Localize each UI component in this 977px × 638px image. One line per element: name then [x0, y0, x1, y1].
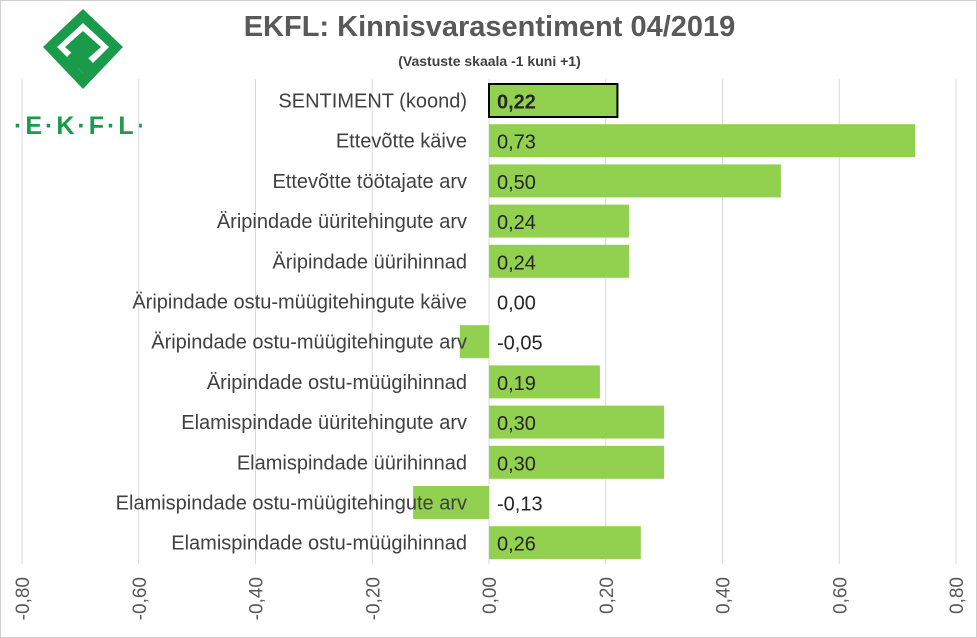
category-label: Ettevõtte käive [336, 131, 467, 153]
bar [489, 405, 665, 439]
category-label: Elamispindade ostu-müügihinnad [171, 533, 467, 555]
x-axis-tick-labels: -0,80 -0,60 -0,40 -0,20 0,00 0,20 0,40 0,60 0,80 [13, 577, 968, 620]
bar [489, 164, 781, 198]
bar [489, 204, 630, 238]
data-label: 0,30 [497, 413, 536, 435]
data-label: -0,13 [497, 494, 543, 516]
x-tick-label: 0,80 [947, 577, 968, 614]
data-label: 0,24 [497, 212, 536, 234]
bar [489, 365, 600, 399]
x-tick-label: -0,80 [13, 577, 34, 620]
chart-subtitle: (Vastuste skaala -1 kuni +1) [398, 53, 581, 69]
bar [489, 445, 665, 479]
bar-highlighted [488, 83, 619, 118]
category-label: Ettevõtte töötajate arv [272, 171, 467, 193]
data-label: 0,73 [497, 132, 536, 154]
category-label: Elamispindade üüritehingute arv [181, 412, 467, 434]
ekfl-logo-icon [43, 9, 123, 89]
data-label: 0,26 [497, 534, 536, 556]
data-label: 0,00 [497, 293, 536, 315]
data-label: -0,05 [497, 333, 543, 355]
data-label: 0,19 [497, 373, 536, 395]
x-tick-label: 0,40 [714, 577, 735, 614]
category-label: Äripindade ostu-müügihinnad [207, 372, 467, 394]
gridlines [21, 79, 957, 564]
category-label: Elamispindade üürihinnad [237, 452, 467, 474]
category-labels: SENTIMENT (koond) Ettevõtte käive Ettevõtt… [116, 91, 467, 555]
x-tick-label: -0,20 [363, 577, 384, 620]
bar [489, 124, 916, 158]
x-tick-label: -0,40 [247, 577, 268, 620]
data-label: 0,24 [497, 252, 536, 274]
x-tick-label: 0,00 [480, 577, 501, 614]
category-label: Äripindade üüritehingute arv [217, 211, 467, 233]
category-label: Äripindade üürihinnad [272, 251, 467, 273]
data-label: 0,30 [497, 453, 536, 475]
bar [489, 244, 630, 278]
category-label: SENTIMENT (koond) [278, 91, 467, 113]
bars [413, 83, 916, 560]
ekfl-logo-text: ·E·K·F·L· [14, 112, 148, 140]
category-label: Äripindade ostu-müügitehingute käive [132, 292, 467, 314]
bar [489, 526, 641, 560]
chart-title: EKFL: Kinnisvarasentiment 04/2019 [243, 11, 736, 43]
data-label: 0,22 [497, 92, 536, 114]
bar [413, 486, 489, 519]
category-label: Äripindade ostu-müügitehingute arv [151, 332, 467, 354]
category-label: Elamispindade ostu-müügitehingute arv [116, 493, 467, 515]
bar [459, 325, 489, 359]
x-tick-label: -0,60 [130, 577, 151, 620]
ekfl-logo: ·E·K·F·L· [14, 9, 148, 140]
data-label: 0,50 [497, 172, 536, 194]
data-labels: 0,22 0,73 0,50 0,24 0,24 0,00 -0,05 0,19 0,30 0,3… [497, 92, 543, 556]
x-tick-label: 0,60 [830, 577, 851, 614]
x-tick-label: 0,20 [597, 577, 618, 614]
